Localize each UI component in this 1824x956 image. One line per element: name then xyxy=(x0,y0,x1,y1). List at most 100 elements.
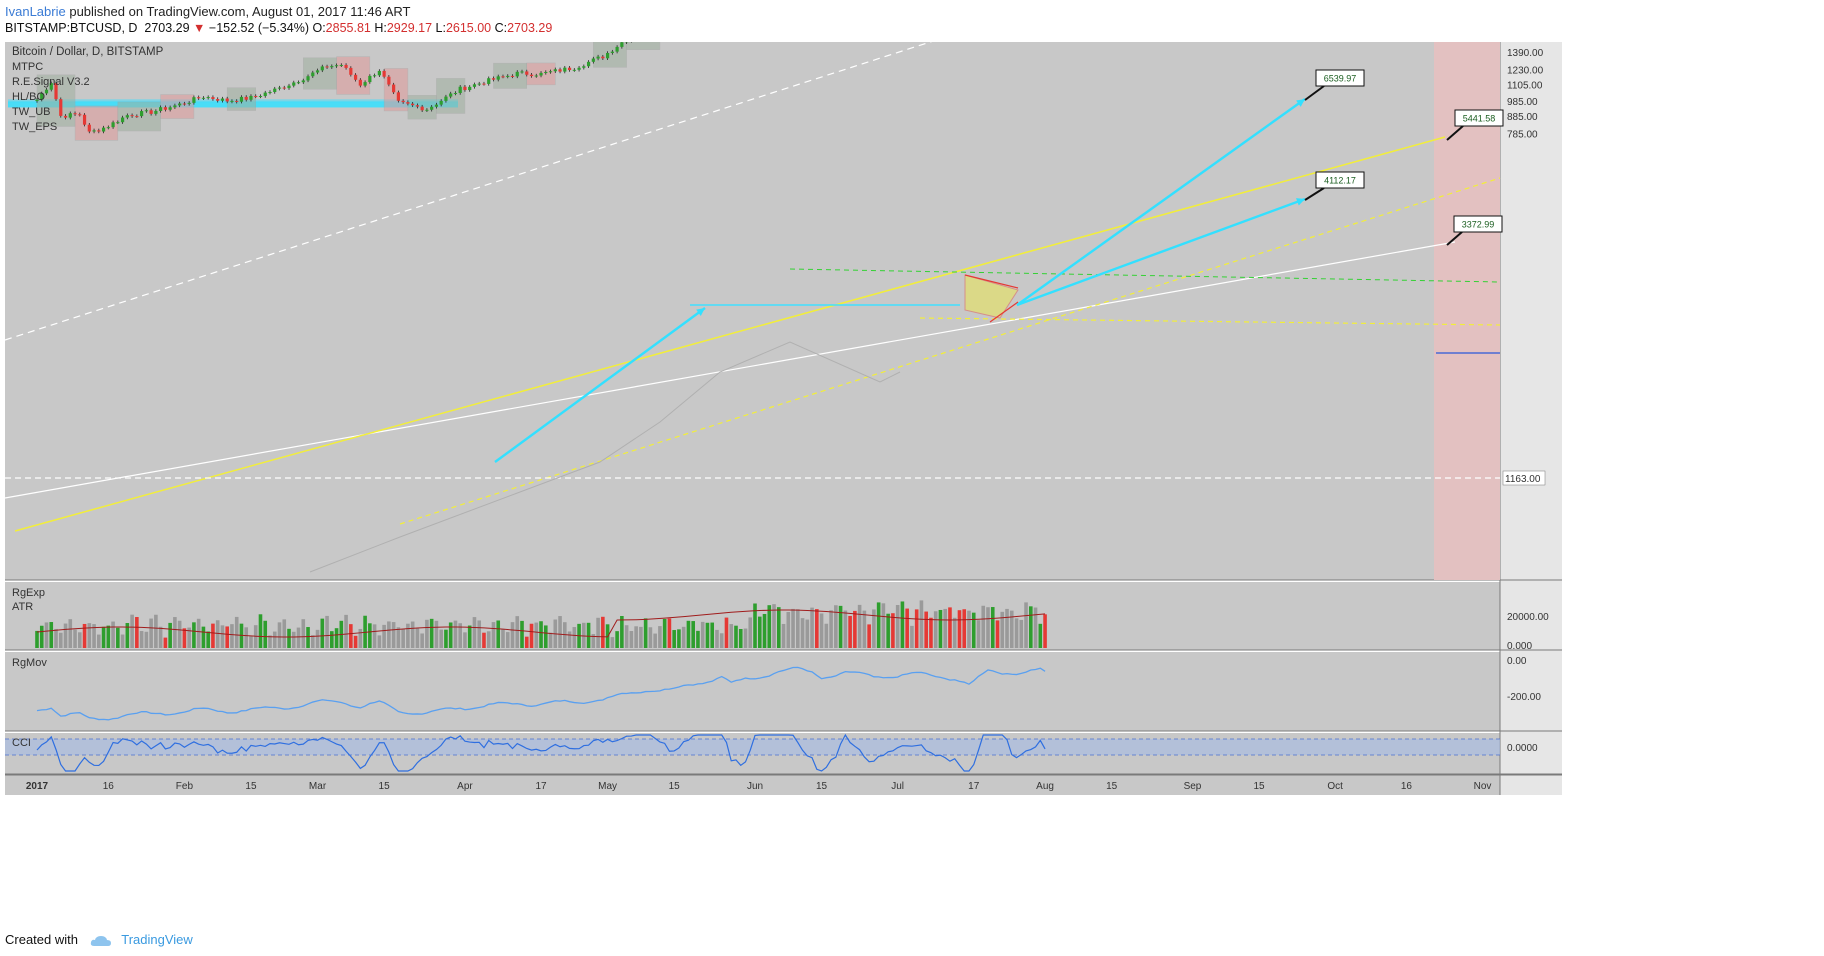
created-with-text: Created with xyxy=(5,932,78,947)
rgexp-histogram-bar xyxy=(601,616,605,648)
long-trendline-white xyxy=(4,241,1456,499)
candle-body xyxy=(501,76,505,78)
candle-body xyxy=(220,98,225,101)
candle-body xyxy=(406,102,410,104)
candle-body xyxy=(311,72,315,77)
rgexp-histogram-bar xyxy=(39,625,44,648)
rgexp-histogram-bar xyxy=(1014,618,1019,648)
candle-body xyxy=(216,99,220,101)
rgexp-histogram-bar xyxy=(743,628,748,648)
envelope-line xyxy=(309,341,901,573)
candle-body xyxy=(296,82,301,84)
future-time-zone xyxy=(1434,42,1500,580)
candle-body xyxy=(206,97,210,99)
hlbo-box xyxy=(383,68,409,112)
publish-info: IvanLabrie published on TradingView.com,… xyxy=(5,4,410,19)
x-tick-label: Nov xyxy=(1474,781,1492,792)
rgexp-histogram-bar xyxy=(163,637,168,648)
candle-body xyxy=(273,88,277,93)
rgexp-histogram-bar xyxy=(58,632,63,648)
candle-body xyxy=(40,93,44,100)
rgexp-histogram-bar xyxy=(572,627,577,648)
rgexp-histogram-bar xyxy=(710,622,715,648)
rgexp-histogram-bar xyxy=(672,630,676,648)
rgexp-histogram-bar xyxy=(952,617,957,648)
rgexp-histogram-bar xyxy=(1028,606,1033,648)
candle-body xyxy=(97,130,101,132)
indicator-label: R.E.Signal V3.2 xyxy=(12,76,90,88)
rgexp-histogram-bar xyxy=(824,623,829,648)
x-tick-label: Mar xyxy=(309,781,327,792)
candle-body xyxy=(463,86,467,91)
rgexp-histogram-bar xyxy=(990,607,995,648)
candle-body xyxy=(567,67,572,71)
y-tick-label: 1390.00 xyxy=(1507,48,1544,59)
rgexp-histogram-bar xyxy=(463,632,467,648)
rgexp-histogram-bar xyxy=(201,626,206,648)
candle-body xyxy=(553,69,557,72)
rgexp-histogram-bar xyxy=(781,623,786,648)
rgexp-histogram-bar xyxy=(63,623,68,648)
rgexp-histogram-bar xyxy=(149,618,153,648)
candle-body xyxy=(35,99,39,102)
candle-body xyxy=(239,96,244,102)
rgexp-histogram-bar xyxy=(696,630,700,648)
cyan-measured-move-arrow-head xyxy=(696,308,705,316)
rgexp-histogram-bar xyxy=(244,627,249,648)
x-tick-label: Jun xyxy=(747,781,763,792)
candle-body xyxy=(282,87,286,89)
rgexp-histogram-bar xyxy=(862,610,867,648)
candle-body xyxy=(44,89,49,94)
candle-body xyxy=(135,116,139,118)
candle-body xyxy=(591,58,595,62)
rgexp-histogram-bar xyxy=(106,625,111,648)
rgexp-histogram-bar xyxy=(472,617,477,648)
rgexp-histogram-bar xyxy=(444,629,448,648)
candle-body xyxy=(353,74,358,80)
rgexp-histogram-bar xyxy=(249,636,253,648)
rgexp-histogram-bar xyxy=(187,627,191,648)
candle-body xyxy=(306,76,310,81)
cci-line xyxy=(36,733,1046,772)
candle-body xyxy=(125,115,129,118)
tradingview-brand-link[interactable]: TradingView xyxy=(121,932,193,947)
candle-body xyxy=(178,103,182,106)
rgexp-histogram-bar xyxy=(344,614,348,648)
y-tick-label: 1550.00 xyxy=(1507,42,1544,43)
x-tick-label: 16 xyxy=(103,781,115,792)
candle-body xyxy=(586,61,591,67)
candle-body xyxy=(453,92,458,94)
rgexp-histogram-bar xyxy=(353,635,358,648)
rgexp-histogram-bar xyxy=(291,631,296,648)
candle-body xyxy=(339,64,343,66)
candle-body xyxy=(263,92,267,97)
rgexp-histogram-bar xyxy=(425,619,429,648)
callout-pointer xyxy=(1446,231,1463,246)
close-label: C: xyxy=(494,21,508,35)
candle-body xyxy=(525,71,529,75)
rgexp-histogram-bar xyxy=(857,604,862,648)
high-value: 2929.17 xyxy=(386,21,433,35)
candle-body xyxy=(106,127,110,129)
rgexp-histogram-bar xyxy=(943,608,948,648)
callout-box xyxy=(1453,215,1503,233)
rgexp-histogram-bar xyxy=(349,624,353,648)
rgexp-histogram-bar xyxy=(477,620,482,648)
yellow-trendline xyxy=(14,136,1446,532)
rgexp-histogram-bar xyxy=(791,608,795,648)
rgexp-histogram-bar xyxy=(724,617,729,648)
candle-body xyxy=(315,70,320,73)
rgexp-histogram-bar xyxy=(786,611,791,648)
rgexp-histogram-bar xyxy=(54,628,58,648)
candle-body xyxy=(235,100,239,102)
rgexp-histogram-bar xyxy=(391,622,396,648)
rgexp-histogram-bar xyxy=(410,621,415,648)
candle-body xyxy=(63,115,68,118)
rgexp-histogram-bar xyxy=(182,628,187,648)
author-link[interactable]: IvanLabrie xyxy=(5,4,66,19)
candle-body xyxy=(330,66,334,68)
cyan-target-arrow-upper xyxy=(1016,98,1306,306)
candle-body xyxy=(92,130,96,132)
candle-body xyxy=(292,82,296,86)
